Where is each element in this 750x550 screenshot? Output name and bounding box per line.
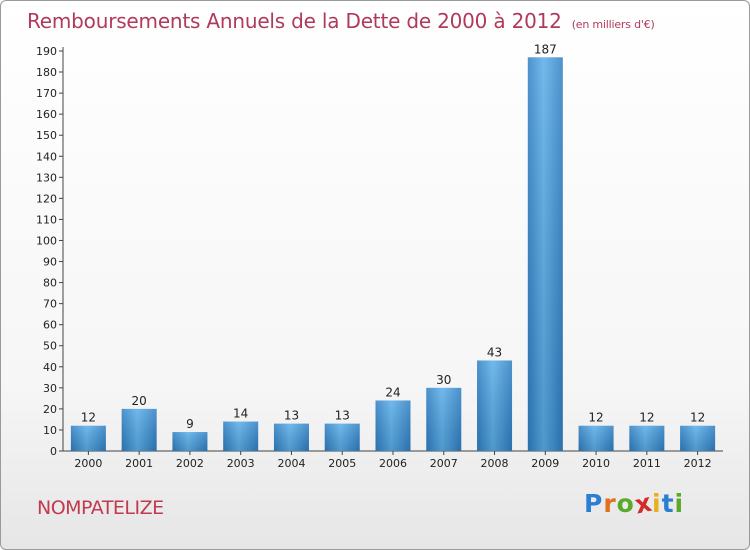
data-label: 43 <box>487 345 502 359</box>
y-tick-label: 190 <box>36 45 57 58</box>
y-tick-label: 30 <box>43 382 57 395</box>
y-tick-label: 50 <box>43 340 57 353</box>
logo-letter: i <box>652 489 662 518</box>
logo-letter: r <box>603 489 617 518</box>
bar-shade <box>324 423 360 451</box>
y-tick-label: 0 <box>50 445 57 458</box>
x-tick-label: 2001 <box>125 457 153 470</box>
x-tick-label: 2004 <box>277 457 305 470</box>
bar-shade <box>527 57 563 451</box>
x-tick-label: 2005 <box>328 457 356 470</box>
y-tick-label: 160 <box>36 108 57 121</box>
y-tick-label: 180 <box>36 66 57 79</box>
y-tick-label: 90 <box>43 256 57 269</box>
x-tick-label: 2010 <box>582 457 610 470</box>
y-tick-label: 70 <box>43 298 57 311</box>
x-tick-label: 2002 <box>176 457 204 470</box>
bar-shade <box>223 421 259 451</box>
chart-subtitle: (en milliers d'€) <box>571 18 655 31</box>
chart-title-block: Remboursements Annuels de la Dette de 20… <box>27 9 655 33</box>
bar-shade <box>629 425 665 451</box>
y-tick-label: 170 <box>36 87 57 100</box>
chart-title: Remboursements Annuels de la Dette de 20… <box>27 9 562 33</box>
logo-letter: i <box>674 489 685 518</box>
x-tick-label: 2003 <box>227 457 255 470</box>
bar-shade <box>172 432 208 451</box>
x-tick-label: 2009 <box>531 457 559 470</box>
data-label: 30 <box>436 373 451 387</box>
data-label: 12 <box>81 411 96 425</box>
bar-shade <box>477 360 513 451</box>
x-tick-label: 2011 <box>633 457 661 470</box>
bar-shade <box>70 425 106 451</box>
x-tick-label: 2007 <box>430 457 458 470</box>
bar-shade <box>680 425 716 451</box>
y-tick-label: 110 <box>36 213 57 226</box>
y-tick-label: 140 <box>36 150 57 163</box>
x-tick-label: 2000 <box>74 457 102 470</box>
y-tick-label: 80 <box>43 277 57 290</box>
data-label: 14 <box>233 407 248 421</box>
data-label: 187 <box>534 42 557 56</box>
y-tick-label: 100 <box>36 234 57 247</box>
x-tick-label: 2006 <box>379 457 407 470</box>
data-label: 9 <box>186 417 194 431</box>
logo-letter: P <box>584 489 604 518</box>
proxiti-logo: Proxiti <box>584 488 685 520</box>
commune-name: NOMPATELIZE <box>37 497 164 519</box>
bar-shade <box>578 425 614 451</box>
bar-shade <box>426 387 462 451</box>
y-tick-label: 120 <box>36 192 57 205</box>
data-label: 13 <box>335 409 350 423</box>
data-label: 12 <box>588 411 603 425</box>
data-label: 20 <box>132 394 147 408</box>
x-tick-label: 2008 <box>481 457 509 470</box>
bar-shade <box>121 408 157 451</box>
y-tick-label: 60 <box>43 319 57 332</box>
logo-letter: t <box>661 489 675 518</box>
y-tick-label: 150 <box>36 129 57 142</box>
y-tick-label: 10 <box>43 424 57 437</box>
logo-letter: o <box>616 489 635 518</box>
x-tick-label: 2012 <box>684 457 712 470</box>
data-label: 24 <box>385 385 400 399</box>
y-tick-label: 40 <box>43 361 57 374</box>
data-label: 13 <box>284 409 299 423</box>
y-tick-label: 20 <box>43 403 57 416</box>
bar-shade <box>375 400 411 451</box>
data-label: 12 <box>639 411 654 425</box>
data-label: 12 <box>690 411 705 425</box>
bar-shade <box>273 423 309 451</box>
y-tick-label: 130 <box>36 171 57 184</box>
